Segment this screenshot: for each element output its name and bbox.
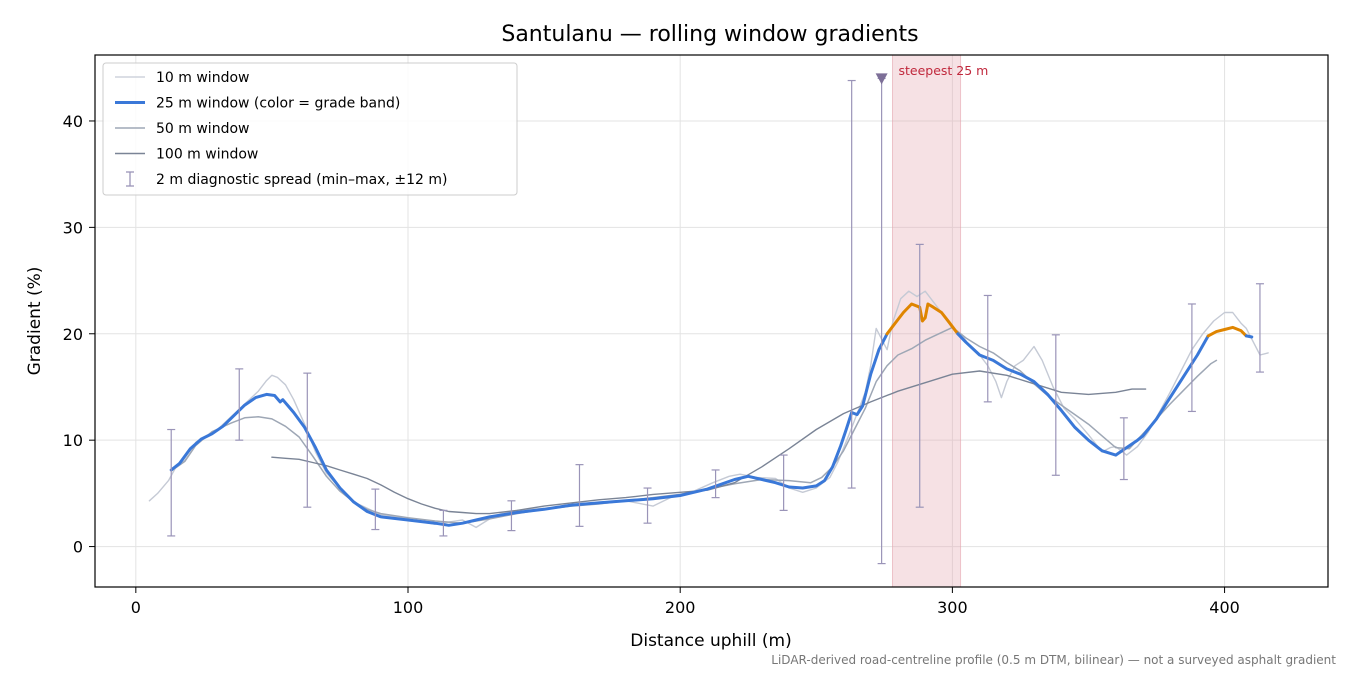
series-10m-line (148, 290, 1269, 529)
legend-label: 25 m window (color = grade band) (156, 96, 400, 112)
x-tick-label: 400 (1209, 598, 1240, 617)
error-bar (507, 500, 516, 532)
error-bar (1119, 417, 1128, 481)
error-bar (167, 428, 176, 537)
legend-entry: 100 m window (115, 147, 258, 163)
y-axis-label: Gradient (%) (25, 267, 45, 376)
footnote: LiDAR-derived road-centreline profile (0… (771, 653, 1336, 667)
y-tick-label: 20 (63, 325, 83, 344)
legend-entry: 10 m window (115, 70, 249, 86)
error-bar (235, 368, 244, 441)
error-bar (1255, 283, 1264, 373)
legend-box (102, 62, 518, 196)
x-tick-label: 300 (937, 598, 968, 617)
steepest-band (892, 54, 962, 588)
error-bar (1051, 334, 1060, 476)
legend: 10 m window 25 m window (color = grade ba… (102, 62, 518, 196)
steepest-segment-highlight: steepest 25 m (892, 54, 989, 588)
error-bar (983, 294, 992, 403)
error-bar (575, 464, 584, 527)
y-tick-label: 40 (63, 112, 83, 131)
error-bar (439, 509, 448, 537)
error-bar (1187, 303, 1196, 413)
legend-label: 100 m window (156, 147, 258, 163)
x-tick-label: 100 (393, 598, 424, 617)
error-bar (643, 487, 652, 524)
error-bar (371, 488, 380, 531)
series-50m-line (170, 326, 1218, 524)
axis-ticks: 0 100 200 300 400 0 10 20 30 40 (63, 112, 1240, 617)
legend-entry: 25 m window (color = grade band) (115, 96, 400, 112)
error-bar (711, 469, 720, 499)
legend-entry: 2 m diagnostic spread (min–max, ±12 m) (126, 171, 447, 188)
series-100m-line (271, 370, 1147, 515)
legend-label: 2 m diagnostic spread (min–max, ±12 m) (156, 172, 447, 188)
error-bar (877, 77, 886, 565)
series-25m-line-tail (956, 332, 1210, 457)
peak-marker (875, 73, 888, 85)
x-axis-label: Distance uphill (m) (630, 631, 791, 651)
error-bar (847, 79, 856, 489)
series-lines (148, 290, 1269, 529)
series-25m-line (169, 332, 889, 527)
y-tick-label: 30 (63, 218, 83, 237)
error-bar (779, 454, 788, 511)
series-25m-steep-tail (1206, 325, 1248, 338)
legend-entry: 50 m window (115, 121, 249, 137)
x-tick-label: 0 (131, 598, 141, 617)
x-tick-label: 200 (665, 598, 696, 617)
error-bar (303, 372, 312, 508)
legend-label: 50 m window (156, 121, 249, 137)
peak-markers (875, 73, 888, 85)
chart-title: Santulanu — rolling window gradients (501, 22, 918, 47)
error-bars (167, 77, 1264, 565)
steepest-annotation: steepest 25 m (899, 63, 989, 78)
series-25m-steep-segment (885, 302, 960, 336)
plot-area-frame (94, 54, 1329, 588)
series-25m-line-end (1244, 334, 1254, 339)
y-tick-label: 0 (73, 538, 83, 557)
legend-label: 10 m window (156, 70, 249, 86)
error-bar (915, 243, 924, 508)
y-tick-label: 10 (63, 431, 83, 450)
